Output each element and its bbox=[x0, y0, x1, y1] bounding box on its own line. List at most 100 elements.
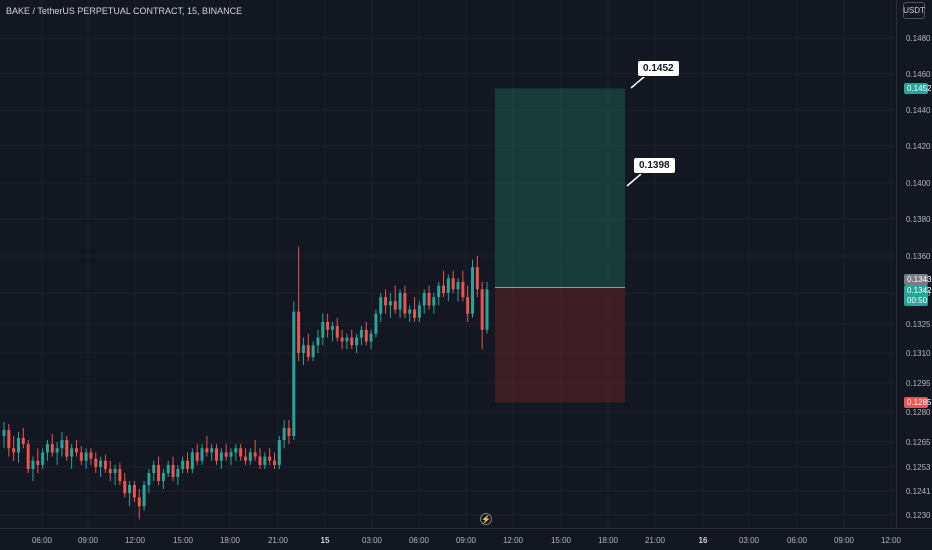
entry-price-tag: 0.1343 bbox=[904, 274, 931, 285]
candle-body bbox=[103, 460, 107, 469]
grid-lines bbox=[0, 0, 896, 528]
candle-body bbox=[359, 329, 363, 338]
stop-price-tag: 0.1285 bbox=[904, 397, 931, 408]
candle-body bbox=[89, 452, 93, 459]
price-tick-label: 0.1460 bbox=[906, 70, 931, 79]
candle-body bbox=[31, 460, 35, 469]
candle-body bbox=[7, 430, 11, 449]
candle-body bbox=[132, 485, 136, 498]
time-tick-label: 03:00 bbox=[362, 536, 383, 545]
candle-body bbox=[210, 448, 214, 453]
price-tick-label: 0.1253 bbox=[906, 463, 931, 472]
candle-body bbox=[84, 452, 88, 461]
candle-body bbox=[388, 301, 392, 306]
loss-zone bbox=[495, 287, 625, 403]
candle-body bbox=[55, 448, 59, 453]
candle-body bbox=[355, 337, 359, 346]
candle-body bbox=[461, 281, 465, 298]
candle-body bbox=[70, 448, 74, 457]
candle-body bbox=[330, 325, 334, 330]
candle-body bbox=[229, 452, 233, 457]
time-tick-label: 06:00 bbox=[32, 536, 53, 545]
price-tick-label: 0.1400 bbox=[906, 179, 931, 188]
candle-body bbox=[485, 289, 489, 330]
price-tick-label: 0.1265 bbox=[906, 438, 931, 447]
candle-body bbox=[306, 345, 310, 357]
candle-body bbox=[166, 464, 170, 473]
candle-body bbox=[2, 430, 6, 436]
time-tick-label: 09:00 bbox=[834, 536, 855, 545]
candle-body bbox=[118, 469, 122, 481]
price-tick-label: 0.1230 bbox=[906, 511, 931, 520]
time-tick-label: 09:00 bbox=[78, 536, 99, 545]
countdown-tag: 00:50 bbox=[904, 295, 928, 306]
candle-body bbox=[427, 293, 431, 306]
candle-body bbox=[16, 438, 20, 453]
time-tick-label: 03:00 bbox=[739, 536, 760, 545]
candle-body bbox=[326, 321, 330, 330]
candle-body bbox=[268, 456, 272, 461]
target-price-callout[interactable]: 0.1452 bbox=[637, 60, 680, 77]
time-tick-label: 12:00 bbox=[125, 536, 146, 545]
candle-body bbox=[451, 278, 455, 290]
candle-body bbox=[398, 293, 402, 310]
candle-body bbox=[364, 329, 368, 342]
current-price-tag: 0.1342 bbox=[904, 285, 931, 296]
candle-body bbox=[282, 428, 286, 440]
candle-body bbox=[186, 460, 190, 469]
candle-body bbox=[94, 458, 98, 467]
candle-body bbox=[292, 311, 296, 436]
mid-price-callout[interactable]: 0.1398 bbox=[633, 157, 676, 174]
time-tick-label: 09:00 bbox=[456, 536, 477, 545]
candle-body bbox=[26, 444, 30, 469]
candle-body bbox=[316, 337, 320, 346]
candle-body bbox=[219, 452, 223, 461]
candle-body bbox=[224, 452, 228, 457]
candle-body bbox=[60, 440, 64, 449]
candle-body bbox=[200, 448, 204, 461]
candle-body bbox=[321, 321, 325, 338]
candle-body bbox=[123, 481, 127, 494]
candle-body bbox=[161, 473, 165, 481]
candle-body bbox=[379, 297, 383, 314]
price-tick-label: 0.1480 bbox=[906, 34, 931, 43]
currency-button[interactable]: USDT bbox=[903, 2, 925, 19]
target-callout-pointer bbox=[630, 75, 646, 89]
candle-body bbox=[413, 309, 417, 318]
price-tick-label: 0.1241 bbox=[906, 487, 931, 496]
candle-body bbox=[36, 460, 40, 465]
candle-body bbox=[272, 460, 276, 465]
candle-body bbox=[79, 452, 83, 461]
price-tick-label: 0.1310 bbox=[906, 349, 931, 358]
price-tick-label: 0.1420 bbox=[906, 142, 931, 151]
candle-body bbox=[475, 267, 479, 290]
candle-body bbox=[403, 293, 407, 314]
time-tick-label: 06:00 bbox=[787, 536, 808, 545]
time-tick-label: 15:00 bbox=[173, 536, 194, 545]
candle-body bbox=[176, 469, 180, 477]
candle-body bbox=[205, 448, 209, 453]
flash-icon[interactable]: ⚡ bbox=[480, 513, 492, 525]
candle-body bbox=[45, 444, 49, 453]
candle-body bbox=[195, 452, 199, 461]
time-tick-label: 12:00 bbox=[503, 536, 524, 545]
candle-body bbox=[152, 464, 156, 473]
candle-body bbox=[215, 448, 219, 461]
candle-body bbox=[446, 278, 450, 293]
candle-body bbox=[263, 456, 267, 465]
candle-body bbox=[277, 440, 281, 465]
time-tick-label: 15 bbox=[321, 536, 330, 545]
time-tick-label: 16 bbox=[699, 536, 708, 545]
candle-body bbox=[374, 313, 378, 334]
candle-body bbox=[442, 285, 446, 293]
time-tick-label: 21:00 bbox=[268, 536, 289, 545]
candle-body bbox=[369, 333, 373, 342]
time-tick-label: 18:00 bbox=[598, 536, 619, 545]
candle-body bbox=[171, 464, 175, 477]
candle-body bbox=[350, 337, 354, 346]
position-zones bbox=[495, 75, 646, 403]
target-price-tag: 0.1452 bbox=[904, 83, 931, 94]
candle-body bbox=[422, 293, 426, 306]
mid-callout-pointer bbox=[626, 173, 642, 187]
